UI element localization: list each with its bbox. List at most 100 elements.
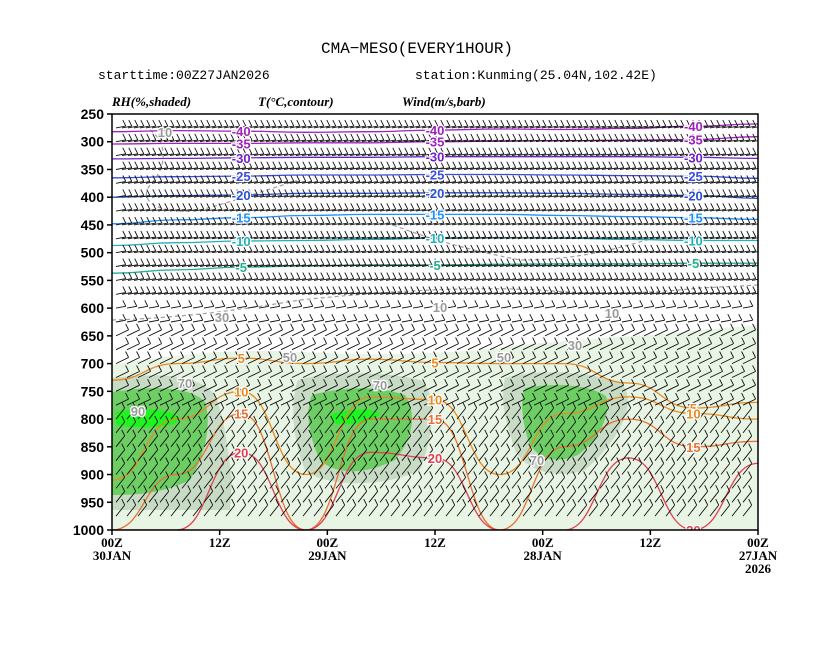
wind-barb-row [115,216,758,226]
x-tick-label: 00Z [532,535,554,550]
temp-contour-label: -25 [426,167,445,182]
wind-barb-row [115,175,758,184]
wind-barb-row [115,133,758,143]
wind-barb-row [115,365,757,378]
x-tick-date: 29JAN [308,548,347,563]
temp-contour-label: -35 [426,135,445,150]
y-tick-label: 900 [81,467,105,483]
wind-barb-row [115,300,754,309]
temp-contour-label: -30 [426,150,445,165]
temp-contour-label: -20 [426,186,445,201]
rh-contour-label: 10 [158,125,172,140]
y-tick-label: 600 [81,300,105,316]
y-tick-label: 250 [81,106,105,122]
rh-10-contour-2 [379,219,661,261]
temp-contour-label: -10 [426,231,445,246]
y-tick-label: 350 [81,161,105,177]
y-tick-label: 300 [81,134,105,150]
temp-contour-label: -15 [426,207,445,222]
contour-labels: -40 -40 -40-35 -35 -35-30 -30 -30-25 -25 -25-20-… [130,118,705,530]
temp-contour-label: 15 [234,407,248,422]
wind-barb-row [115,189,758,198]
temp-contour-label: -10 [684,233,703,248]
temp-contour-label: -30 [684,150,703,165]
y-tick-label: 700 [81,356,105,372]
wind-barb-row [115,378,757,392]
wind-barb-row [115,351,757,365]
x-tick-label: 00Z [316,535,338,550]
x-tick-label: 12Z [209,535,231,550]
wind-barb-row [115,244,758,254]
temp-contour [112,357,758,409]
x-tick-date: 27JAN [739,548,778,563]
temp-contour-label: -5 [688,256,700,271]
temp-contour-label: 10 [428,393,442,408]
rh-contour-label: 90 [131,404,145,419]
temp-contour-label: -5 [429,258,441,273]
temp-contour-label: -25 [232,169,251,184]
wind-barb-row [115,392,757,406]
temp-contour-label: 15 [686,440,700,455]
temp-contour-label: -20 [684,189,703,204]
temp-contour-label: 10 [686,407,700,422]
temp-contour-label: -15 [684,211,703,226]
rh-contour-label: 50 [283,350,297,365]
x-tick-year: 2026 [745,561,772,576]
x-tick-label: 00Z [747,535,769,550]
y-tick-label: 450 [81,217,105,233]
temp-contour-label: -40 [232,124,251,139]
rh-contour-label: 70 [373,378,387,393]
chart-title: CMA−MESO(EVERY1HOUR) [321,40,513,58]
x-tick-label: 12Z [639,535,661,550]
temp-contour [112,451,758,530]
rh-contour-label: 30 [215,310,229,325]
y-tick-label: 950 [81,494,105,510]
temp-contour-label: 20 [428,451,442,466]
rh-contour-label: 70 [530,453,544,468]
wind-barb-row [115,443,753,461]
temp-contour-label: -10 [232,234,251,249]
wind-barb-row [115,457,753,475]
rh-field-label: RH(%,shaded) [111,94,191,109]
temp-contour-label: -40 [684,119,703,134]
temp-contour-label: -35 [232,136,251,151]
wind-barb-row [115,415,753,434]
temp-contour-label: 5 [431,355,438,370]
wind-barb-row [115,161,758,170]
temp-contour-label: -25 [684,169,703,184]
rh-30-contour [112,284,758,321]
wind-barb-row [115,119,758,129]
wind-barb-row [115,147,758,157]
rh-contour-label: 30 [568,338,582,353]
y-tick-label: 400 [81,189,105,205]
temp-field-label: T(°C,contour) [258,94,334,109]
rh-contour-label: 70 [178,376,192,391]
temp-contour-label: 15 [428,412,442,427]
y-tick-label: 800 [81,411,105,427]
x-tick-date: 30JAN [93,548,132,563]
wind-barbs [115,119,758,517]
wind-barb-row [115,230,758,240]
wind-field-label: Wind(m/s,barb) [402,94,486,109]
wind-barb-row [115,272,758,281]
temp-contour-label: -30 [232,151,251,166]
y-tick-label: 550 [81,272,105,288]
y-tick-label: 1000 [73,522,104,538]
temp-contour-label: -20 [232,188,251,203]
temp-contour [112,192,758,199]
wind-barb-row [115,286,758,295]
y-tick-label: 500 [81,245,105,261]
rh-contour-label: 10 [433,300,447,315]
temp-contour [112,156,758,160]
wind-barb-row [115,203,758,212]
temp-contour-label: 5 [690,401,697,416]
rh-contour-label: 50 [497,350,511,365]
start-time: starttime:00Z27JAN2026 [98,68,270,83]
temp-contour-label: -5 [235,260,247,275]
rh-contour-label: 10 [605,306,619,321]
wind-barb-row [115,337,757,351]
y-tick-label: 650 [81,328,105,344]
y-axis: 250 300 350 400 450 500 550 600 650 700 750 800 850 9… [73,106,112,538]
